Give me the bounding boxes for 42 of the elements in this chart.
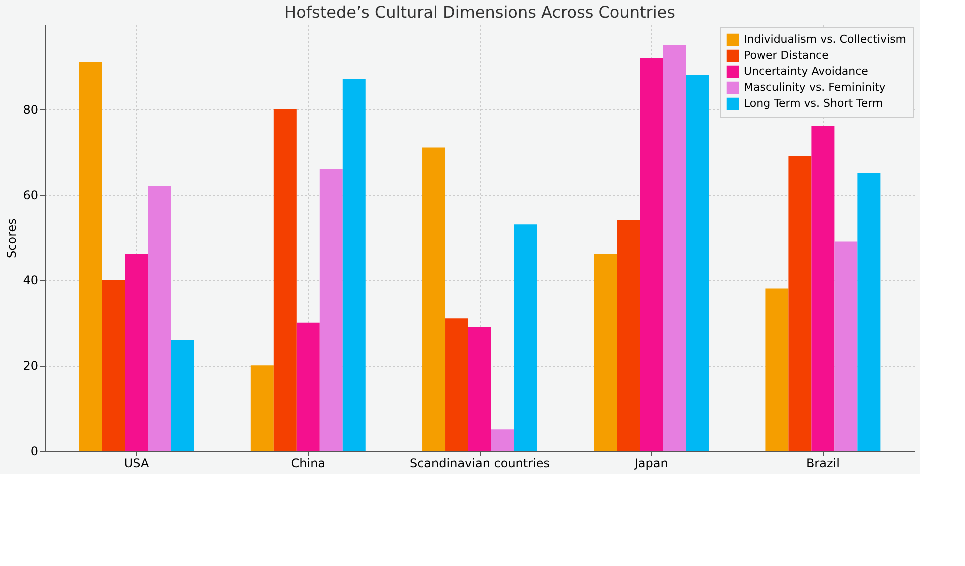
y-tick-label: 60: [23, 188, 38, 202]
bar: [320, 169, 343, 451]
bar: [491, 430, 514, 451]
bar: [342, 79, 366, 451]
bar: [274, 109, 297, 451]
bar: [446, 318, 469, 451]
y-tick-label: 20: [23, 359, 38, 374]
bar: [250, 366, 274, 451]
bar: [663, 45, 686, 451]
bar: [812, 126, 835, 451]
bar: [422, 148, 446, 451]
x-tick-label: China: [291, 456, 326, 470]
bar: [102, 280, 126, 451]
bar: [468, 327, 492, 451]
x-tick-label: Scandinavian countries: [410, 456, 550, 470]
y-tick-label: 80: [23, 102, 38, 117]
x-tick-label: USA: [124, 456, 150, 470]
bar: [640, 58, 664, 451]
y-tick-label: 40: [23, 274, 38, 288]
bar: [171, 340, 194, 451]
bar: [686, 75, 710, 451]
bar: [125, 254, 148, 451]
legend-label: Power Distance: [744, 49, 830, 62]
legend-label: Individualism vs. Collectivism: [744, 33, 907, 46]
bar: [514, 224, 538, 451]
bar: [79, 62, 102, 451]
x-tick-label: Japan: [634, 456, 668, 470]
bar: [834, 242, 858, 451]
bar: [858, 173, 881, 451]
bar: [296, 322, 320, 451]
y-tick-label: 0: [30, 444, 38, 458]
bar: [788, 156, 812, 451]
legend-label: Long Term vs. Short Term: [744, 97, 884, 110]
chart-title: Hofstede’s Cultural Dimensions Across Countries: [284, 3, 676, 22]
x-tick-label: Brazil: [806, 456, 840, 470]
bar: [148, 186, 172, 451]
legend-label: Masculinity vs. Femininity: [744, 81, 886, 94]
bar: [766, 288, 789, 451]
legend-label: Uncertainty Avoidance: [744, 65, 869, 78]
bar: [617, 220, 640, 451]
y-axis-title: Scores: [5, 218, 20, 258]
bar: [594, 254, 618, 451]
